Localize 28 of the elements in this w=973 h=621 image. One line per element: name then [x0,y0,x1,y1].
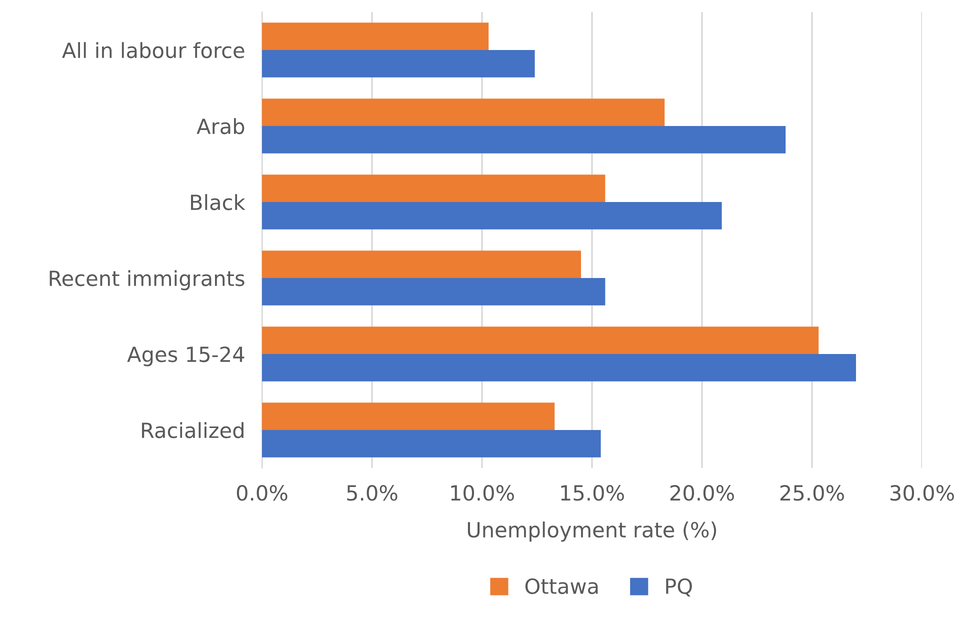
bar [262,202,722,230]
bar [262,430,601,458]
bar [262,402,555,430]
y-tick-label: Recent immigrants [50,270,244,290]
x-tick-label: 0.0% [236,485,288,501]
bar [262,50,535,78]
legend-label: PQ [666,578,692,596]
bar [262,126,786,154]
x-tick-label: 15.0% [561,485,624,501]
x-tick-label: 20.0% [670,485,734,501]
x-tick-label: 5.0% [347,485,398,501]
x-tick-label: 10.0% [451,485,514,501]
bar [262,174,606,202]
legend-label: Ottawa [525,578,598,594]
y-tick-label: Ages 15-24 [127,346,244,366]
bar [262,98,665,126]
bar [262,22,489,50]
x-tick-label: 25.0% [780,485,844,501]
y-tick-label: Arab [196,118,244,134]
bar [262,326,819,354]
x-axis-title: Unemployment rate (%) [468,521,716,542]
bar [262,250,581,278]
x-tick-label: 30.0% [890,485,954,501]
y-tick-label: Black [191,194,246,210]
bar [262,278,606,306]
bar [262,354,856,382]
y-tick-label: All in labour force [62,42,244,58]
y-tick-label: Racialized [142,422,244,438]
